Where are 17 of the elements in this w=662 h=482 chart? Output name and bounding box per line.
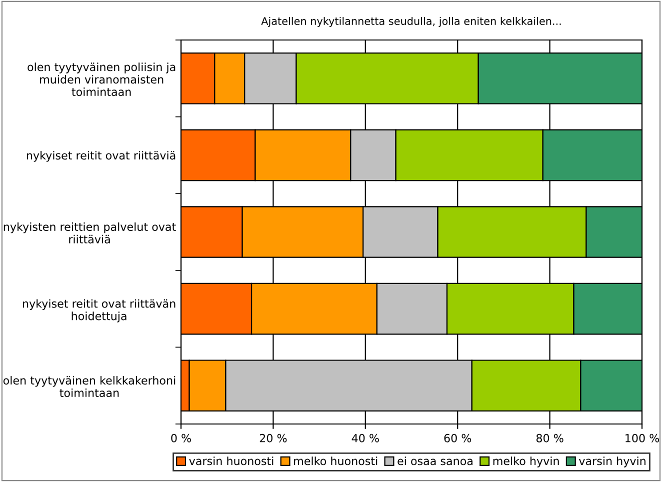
legend-label: varsin huonosti [189, 456, 274, 466]
legend-label: melko hyvin [493, 456, 559, 468]
y-tick-label: olen tyytyväinen poliisin ja muiden viranomaisten toimintaan [28, 62, 176, 96]
chart-title: Ajatellen nykytilannetta seudulla, jolla eniten kelkkailen... [261, 16, 561, 28]
y-tick-label: nykyisten reittien palvelut ovat riittäviä [4, 222, 176, 244]
y-tick-label: nykyiset reitit ovat riittävän hoidettuja [22, 299, 176, 322]
legend-label: melko huonosti [294, 456, 378, 466]
y-tick-label: nykyiset reitit ovat riittäviä [26, 150, 176, 162]
x-tick-label: 0 % [171, 434, 191, 442]
y-tick-label: olen tyytyväinen kelkkakerhoni toimintaan [3, 376, 176, 398]
legend-label: varsin hyvin [579, 456, 646, 468]
x-tick-label: 40 % [352, 434, 379, 442]
x-tick-label: 80 % [536, 434, 564, 442]
x-tick-label: 60 % [444, 434, 472, 442]
x-tick-label: 20 % [260, 434, 287, 442]
legend-label: ei osaa sanoa [398, 456, 472, 466]
x-tick-label: 100 % [626, 434, 660, 442]
